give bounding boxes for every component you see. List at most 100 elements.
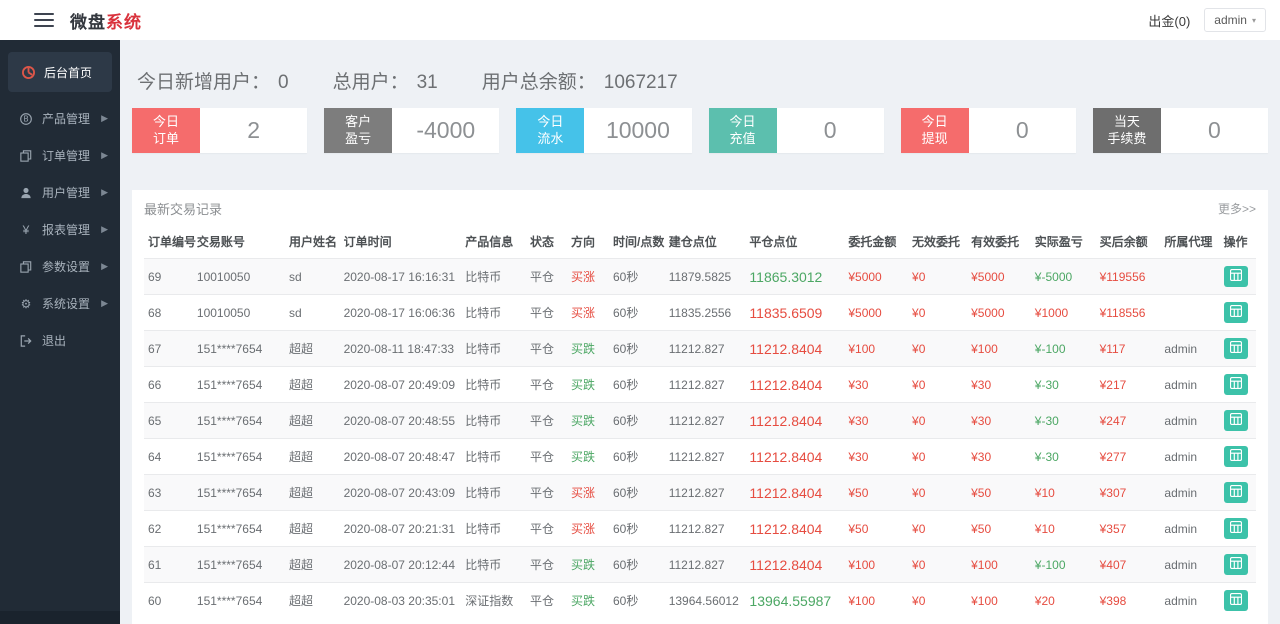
cell-name: 超超 xyxy=(284,366,340,403)
sidebar-item-dashboard[interactable]: 后台首页 xyxy=(8,52,112,92)
cell-balance: ¥117 xyxy=(1095,330,1161,367)
cell-agent: admin xyxy=(1160,474,1220,511)
cell-duration: 60秒 xyxy=(609,330,665,367)
cell-balance: ¥277 xyxy=(1095,438,1161,475)
order-detail-button[interactable] xyxy=(1223,266,1248,287)
cell-status: 平仓 xyxy=(526,402,567,439)
cell-action xyxy=(1219,582,1256,618)
cell-valid: ¥5000 xyxy=(967,258,1031,295)
order-detail-button[interactable] xyxy=(1223,554,1248,575)
cell-balance: ¥307 xyxy=(1095,474,1161,511)
chevron-down-icon: ▾ xyxy=(1251,15,1256,25)
sidebar-item-system[interactable]: ⚙ 系统设置 ▶ xyxy=(0,285,120,322)
card-label: 今日 充值 xyxy=(708,108,777,153)
order-detail-button[interactable] xyxy=(1223,518,1248,539)
table-header-row: 订单编号 交易账号 用户姓名 订单时间 产品信息 状态 方向 时间/点数 建仓点位 平仓点位 委托金… xyxy=(144,224,1256,259)
column-header-amount: 委托金额 xyxy=(848,235,897,249)
cell-account: 10010050 xyxy=(192,258,285,295)
cell-status: 平仓 xyxy=(526,366,567,403)
cell-product: 比特币 xyxy=(461,294,527,331)
chevron-right-icon: ▶ xyxy=(101,224,108,234)
sidebar-item-reports[interactable]: ¥ 报表管理 ▶ xyxy=(0,211,120,248)
cell-invalid: ¥0 xyxy=(908,294,968,331)
card-today-deposit: 今日 充值 0 xyxy=(708,108,884,153)
sidebar-item-params[interactable]: 参数设置 ▶ xyxy=(0,248,120,285)
order-detail-button[interactable] xyxy=(1223,410,1248,431)
order-detail-button[interactable] xyxy=(1223,302,1248,323)
cell-profit: ¥-30 xyxy=(1030,366,1096,403)
user-icon xyxy=(18,187,34,199)
cell-open: 11835.2556 xyxy=(664,294,746,331)
order-detail-button[interactable] xyxy=(1223,338,1248,359)
cell-time: 2020-08-11 18:47:33 xyxy=(339,330,462,367)
more-link[interactable]: 更多>> xyxy=(1217,202,1256,216)
sidebar-item-label: 报表管理 xyxy=(42,223,91,237)
card-label: 今日 提现 xyxy=(900,108,969,153)
card-value: 0 xyxy=(968,108,1076,153)
cell-amount: ¥5000 xyxy=(844,294,909,331)
cell-profit: ¥-5000 xyxy=(1030,258,1096,295)
cell-duration: 60秒 xyxy=(609,510,665,547)
cell-agent xyxy=(1160,294,1220,331)
cell-amount: ¥50 xyxy=(844,510,909,547)
yen-icon: ¥ xyxy=(22,222,30,237)
order-detail-button[interactable] xyxy=(1223,590,1248,611)
cell-agent: admin xyxy=(1160,330,1220,367)
cell-id: 62 xyxy=(144,510,193,547)
cell-amount: ¥100 xyxy=(844,582,909,618)
cell-status: 平仓 xyxy=(526,510,567,547)
cell-status: 平仓 xyxy=(526,474,567,511)
cell-product: 比特币 xyxy=(461,258,527,295)
sidebar-item-users[interactable]: 用户管理 ▶ xyxy=(0,174,120,211)
dashboard-icon xyxy=(20,65,36,79)
cell-invalid: ¥0 xyxy=(908,438,968,475)
card-label: 今日 订单 xyxy=(132,108,200,153)
table-row: 69 10010050 sd 2020-08-17 16:16:31 比特币 平仓 买涨 60… xyxy=(144,258,1256,295)
cell-duration: 60秒 xyxy=(609,474,665,511)
sidebar-item-orders[interactable]: 订单管理 ▶ xyxy=(0,137,120,174)
cell-account: 151****7654 xyxy=(192,474,285,511)
order-detail-button[interactable] xyxy=(1223,446,1248,467)
cell-time: 2020-08-07 20:12:44 xyxy=(339,546,462,583)
sidebar-item-products[interactable]: B 产品管理 ▶ xyxy=(0,100,120,137)
cell-account: 151****7654 xyxy=(192,582,285,618)
cell-name: 超超 xyxy=(284,402,340,439)
menu-toggle-icon[interactable] xyxy=(34,13,54,27)
card-today-withdraw: 今日 提现 0 xyxy=(900,108,1076,153)
card-today-orders: 今日 订单 2 xyxy=(132,108,308,153)
cell-direction: 买跌 xyxy=(566,438,609,475)
cell-agent: admin xyxy=(1160,438,1220,475)
order-detail-button[interactable] xyxy=(1223,374,1248,395)
cell-direction: 买跌 xyxy=(566,366,609,403)
withdraw-link[interactable]: 出金(0) xyxy=(1148,13,1191,29)
cell-profit: ¥-100 xyxy=(1030,546,1096,583)
cell-time: 2020-08-03 20:35:01 xyxy=(339,582,462,618)
cell-valid: ¥30 xyxy=(967,402,1031,439)
card-value: -4000 xyxy=(392,108,500,153)
cell-invalid: ¥0 xyxy=(908,258,968,295)
cell-name: 超超 xyxy=(284,438,340,475)
cell-name: 超超 xyxy=(284,582,340,618)
cell-balance: ¥217 xyxy=(1095,366,1161,403)
app-logo[interactable]: 微盘系统 xyxy=(70,8,142,33)
orders-icon xyxy=(18,149,34,162)
table-row: 60 151****7654 超超 2020-08-03 20:35:01 深证指数 平仓… xyxy=(144,582,1256,618)
cell-close: 13964.55987 xyxy=(745,582,845,618)
sidebar-item-logout[interactable]: 退出 xyxy=(0,322,120,359)
cell-profit: ¥-30 xyxy=(1030,402,1096,439)
order-detail-button[interactable] xyxy=(1223,482,1248,503)
cell-action xyxy=(1219,294,1256,331)
trades-table: 订单编号 交易账号 用户姓名 订单时间 产品信息 状态 方向 时间/点数 建仓点位 平仓点位 委托金… xyxy=(144,224,1256,618)
svg-text:B: B xyxy=(23,114,28,123)
table-row: 64 151****7654 超超 2020-08-07 20:48:47 比特币 平仓买… xyxy=(144,438,1256,475)
stat-total-balance: 用户总余额： 1067217 xyxy=(481,72,678,93)
card-today-fees: 当天 手续费 0 xyxy=(1092,108,1269,153)
cell-open: 11212.827 xyxy=(664,546,746,583)
cell-product: 比特币 xyxy=(461,546,527,583)
cell-duration: 60秒 xyxy=(609,402,665,439)
cell-amount: ¥30 xyxy=(844,366,909,403)
sidebar-item-label: 订单管理 xyxy=(42,149,91,163)
cell-agent: admin xyxy=(1160,402,1220,439)
user-menu[interactable]: admin ▾ xyxy=(1204,8,1266,32)
cell-duration: 60秒 xyxy=(609,366,665,403)
